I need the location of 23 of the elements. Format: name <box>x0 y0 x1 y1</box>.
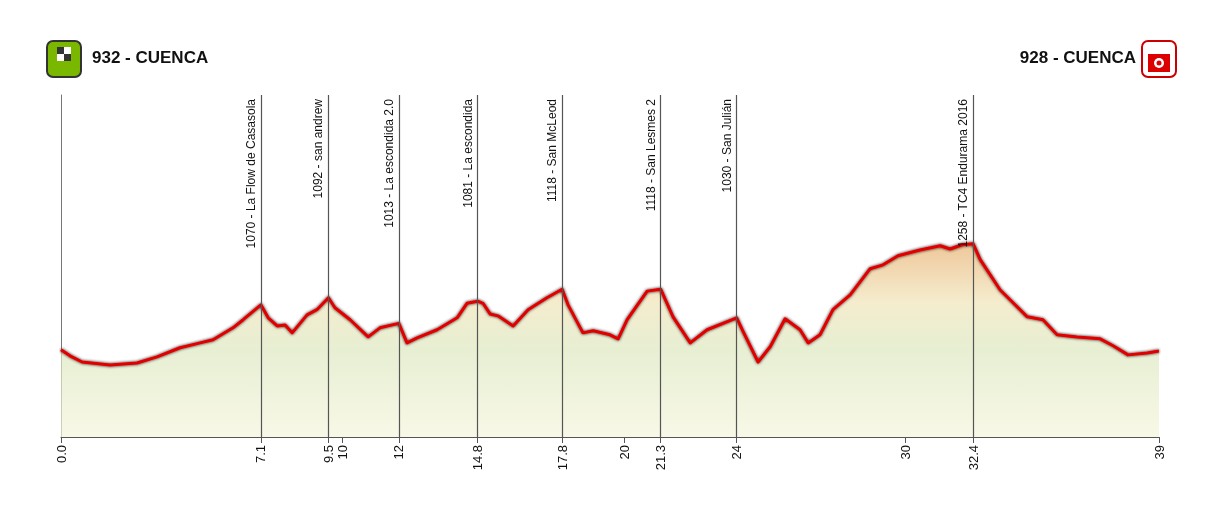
x-tick-label: 21.3 <box>653 445 669 471</box>
x-tick-label: 20 <box>616 445 632 460</box>
x-tick-label: 17.8 <box>554 445 570 471</box>
x-tick-label: 39 <box>1151 445 1167 460</box>
ref-line-label: 1030 - San Julián <box>719 99 734 193</box>
x-tick-label: 14.8 <box>470 445 486 471</box>
ref-line-label: 1118 - San Lesmes 2 <box>643 98 658 212</box>
ref-line-label: 1070 - La Flow de Casasola <box>243 98 258 249</box>
ref-line-label: 1013 - La escondida 2.0 <box>381 98 396 228</box>
x-tick-label: 9.5 <box>320 445 336 464</box>
ref-line-label: 1092 - san andrew <box>311 98 326 199</box>
x-tick-label: 32.4 <box>965 445 981 471</box>
x-tick-label: 30 <box>898 445 914 460</box>
ref-line-label: 1081 - La escondida <box>460 98 475 208</box>
x-tick-label: 10 <box>335 445 351 460</box>
ref-line-label: 1118 - San McLeod <box>545 99 560 202</box>
x-tick-label: 7.1 <box>253 445 269 464</box>
text: 932 - CUENCA <box>92 48 209 68</box>
text: 928 - CUENCA <box>1019 48 1136 68</box>
ref-line-label: 1258 - TC4 Endurama 2016 <box>956 98 971 248</box>
x-tick-label: 0.0 <box>53 445 69 464</box>
x-tick-label: 24 <box>729 445 745 460</box>
x-tick-label: 12 <box>391 445 407 460</box>
